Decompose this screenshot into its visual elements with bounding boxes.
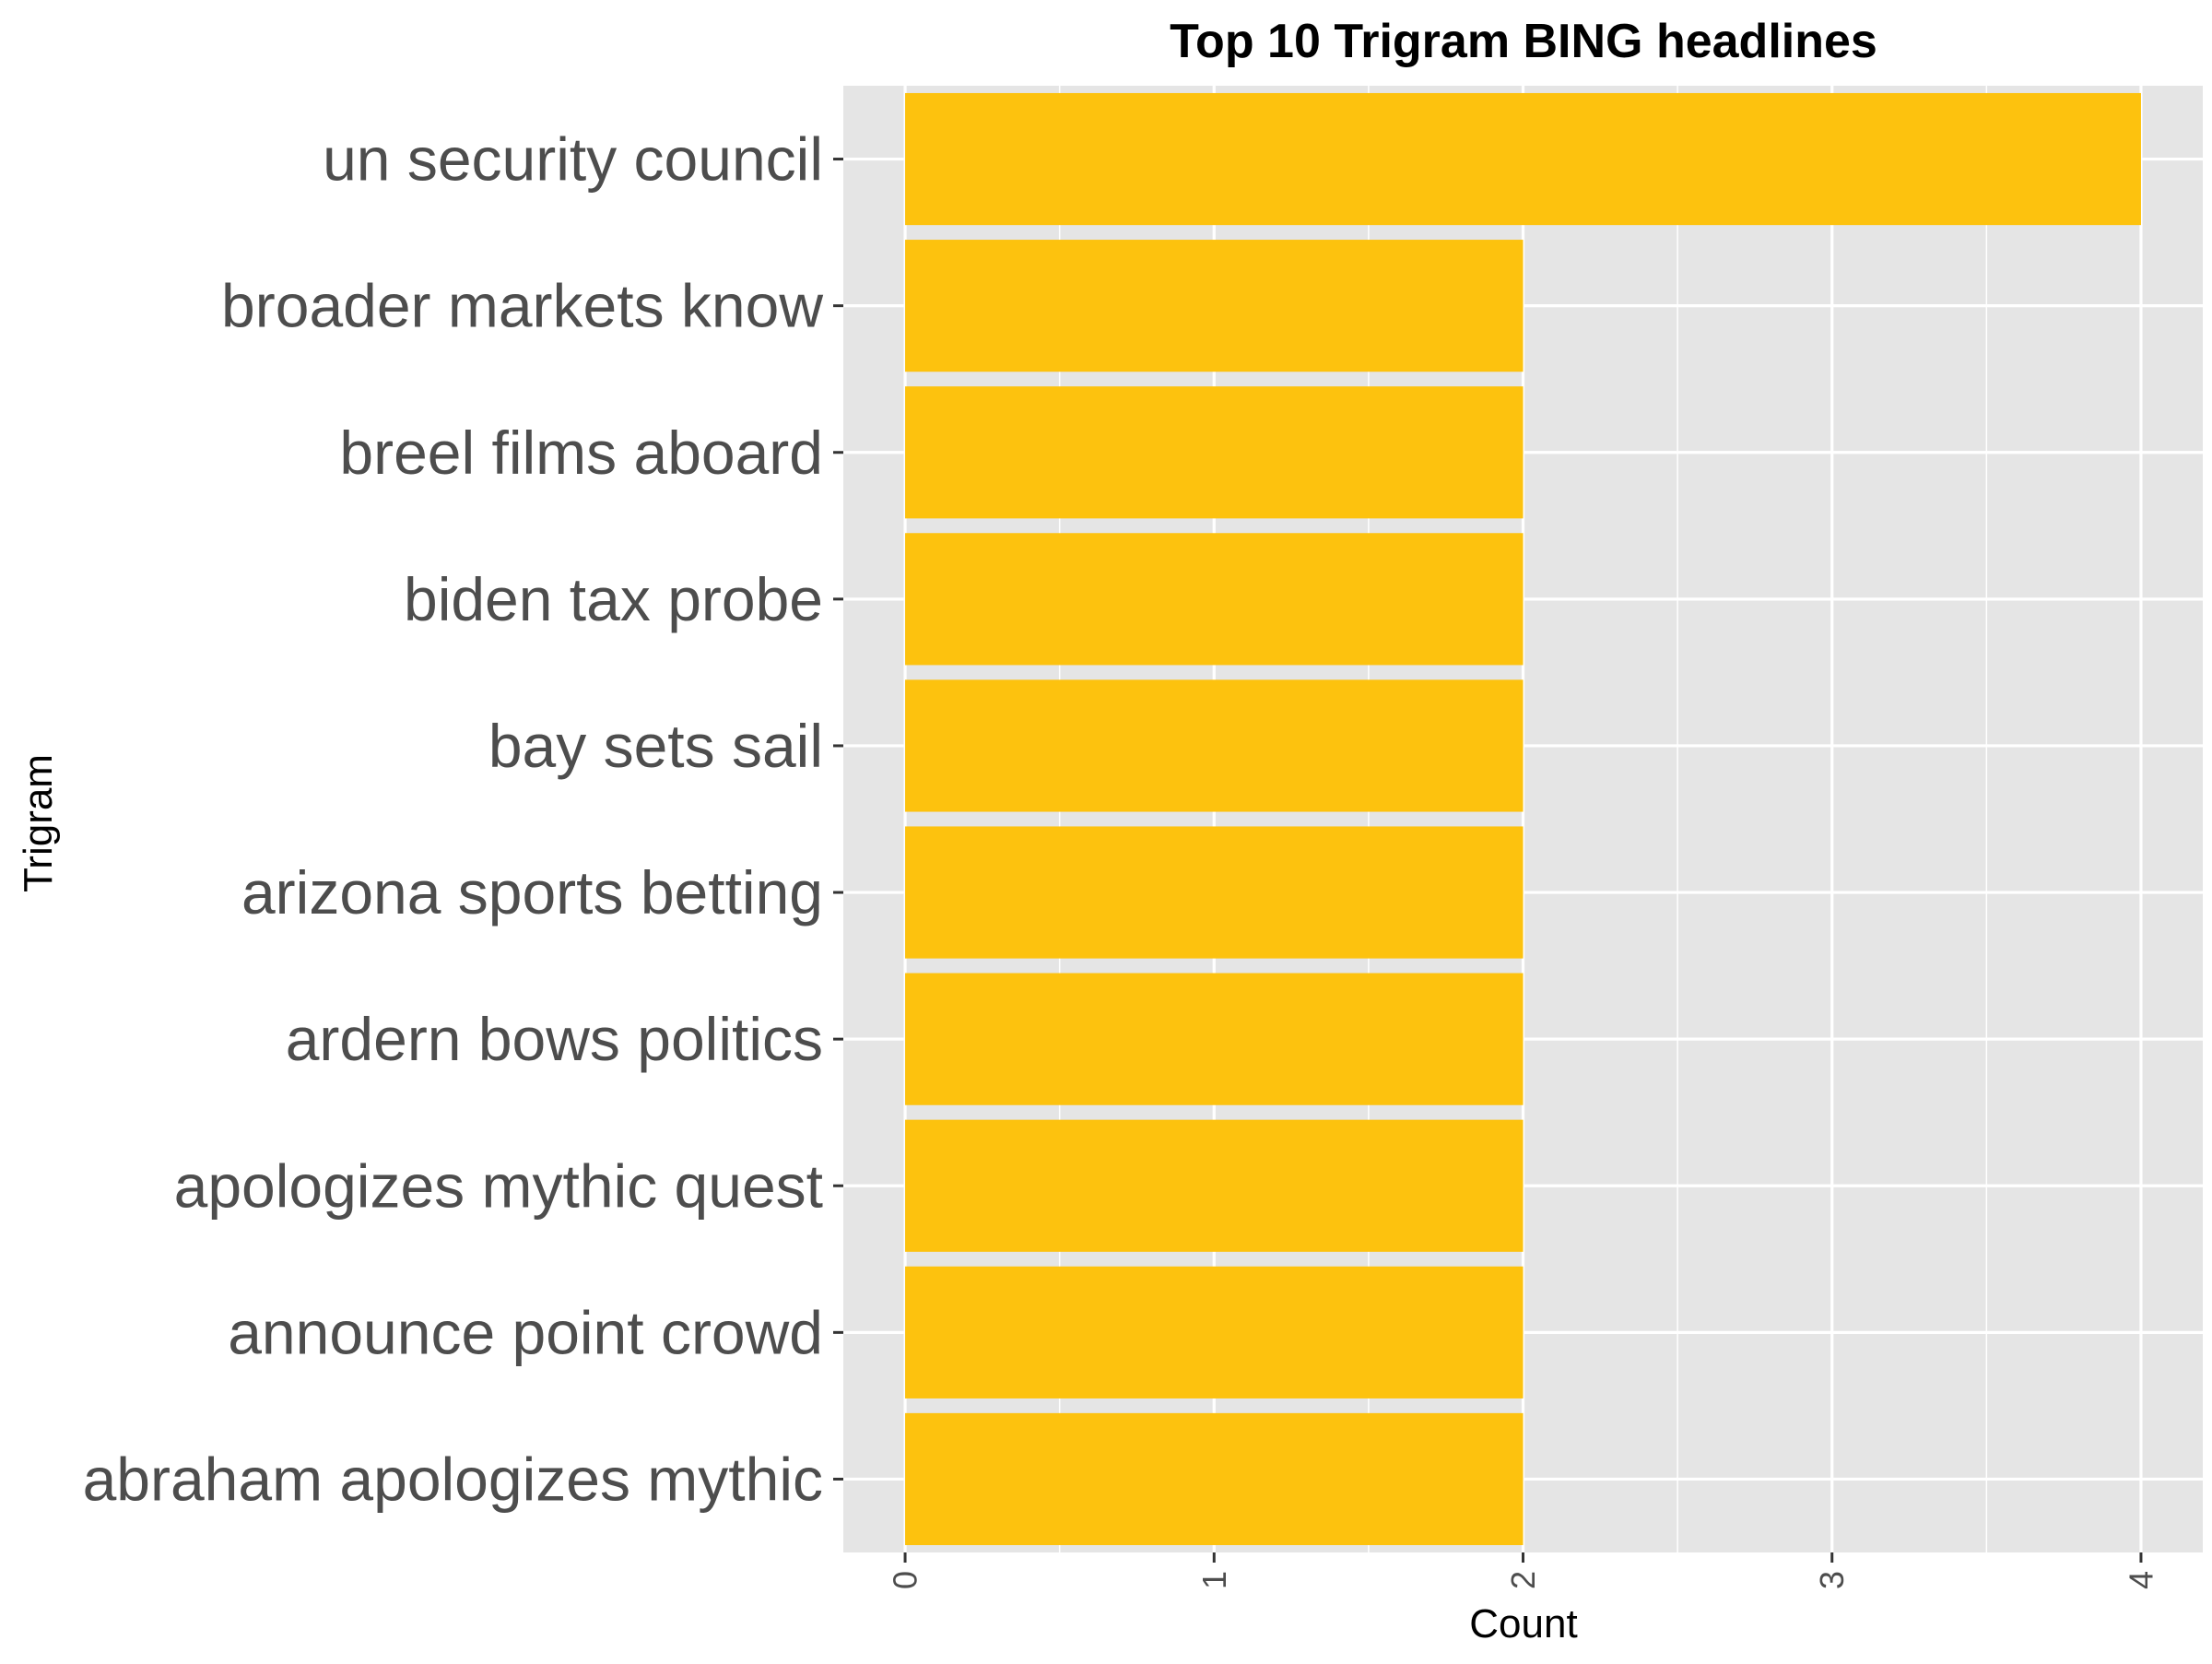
x-tick-label: 4 — [2122, 1571, 2159, 1589]
x-tick-label: 1 — [1195, 1571, 1233, 1589]
y-tick-label: broader markets know — [221, 272, 823, 340]
x-tick-label: 2 — [1504, 1571, 1542, 1589]
x-axis: 0 1 2 3 4 — [887, 1552, 2159, 1589]
bar — [905, 240, 1524, 372]
chart-title: Top 10 Trigram BING headlines — [1170, 15, 1877, 68]
x-tick-label: 0 — [887, 1571, 924, 1589]
y-tick-label: abraham apologizes mythic — [83, 1445, 823, 1513]
bar — [905, 973, 1524, 1105]
y-tick-label: ardern bows politics — [286, 1005, 823, 1073]
y-tick-label: apologizes mythic quest — [174, 1151, 823, 1220]
y-tick-label: arizona sports betting — [241, 858, 823, 926]
y-axis-title: Trigram — [16, 754, 61, 892]
bar — [905, 826, 1524, 959]
bar — [905, 1266, 1524, 1398]
bar — [905, 1412, 1524, 1546]
y-tick-label: announce point crowd — [228, 1298, 823, 1366]
y-axis: un security council broader markets know b… — [83, 125, 843, 1513]
bar — [905, 386, 1524, 519]
y-tick-label: breel films aboard — [339, 419, 823, 487]
bar — [905, 92, 2141, 226]
bar — [905, 533, 1524, 666]
x-tick-label: 3 — [1813, 1571, 1851, 1589]
bars — [905, 92, 2141, 1546]
y-tick-label: bay sets sail — [488, 712, 823, 780]
y-tick-label: biden tax probe — [404, 565, 823, 633]
x-axis-title: Count — [1469, 1601, 1577, 1646]
bar — [905, 679, 1524, 812]
y-tick-label: un security council — [323, 125, 823, 194]
bar — [905, 1119, 1524, 1252]
